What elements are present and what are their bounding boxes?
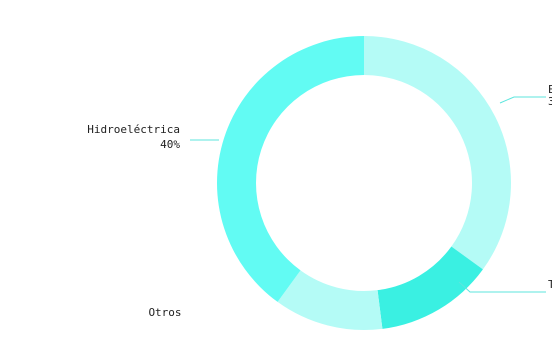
slice-hidroelectrica (216, 36, 364, 302)
slice-label-e: E (548, 83, 552, 96)
slice-value-e: 3 (548, 95, 552, 108)
slice-label-otros: Otros (148, 306, 181, 319)
slice-t (377, 246, 483, 329)
slice-e (364, 36, 512, 270)
slice-label-hidroelectrica: Hidroeléctrica (87, 123, 180, 136)
leader-line-t (458, 281, 546, 293)
slice-otros (277, 270, 383, 330)
leader-line-e (499, 96, 546, 104)
slice-value-hidroelectrica: 40% (160, 138, 180, 151)
slice-label-t: T (548, 278, 552, 291)
